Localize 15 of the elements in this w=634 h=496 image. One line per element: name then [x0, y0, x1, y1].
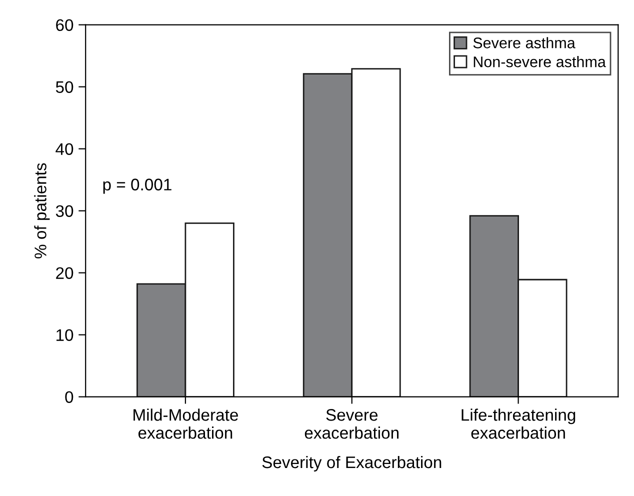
x-tick-label: Mild-Moderate exacerbation — [134, 408, 238, 439]
x-tick-label: Life-threatening exacerbation — [462, 408, 576, 439]
y-axis-title: % of patients — [34, 163, 50, 258]
y-tick-label: 0 — [65, 391, 74, 404]
legend-label: Non-severe asthma — [474, 56, 606, 68]
x-tick-label: Severe exacerbation — [304, 409, 399, 439]
y-tick-label: 10 — [56, 329, 74, 342]
y-tick-label: 60 — [56, 19, 74, 32]
annotation: p = 0.001 — [103, 178, 172, 194]
y-tick-label: 20 — [56, 267, 74, 280]
y-tick-label: 40 — [56, 143, 74, 156]
y-tick-label: 50 — [56, 81, 74, 94]
y-tick-label: 30 — [56, 205, 74, 218]
x-axis-title: Severity of Exacerbation — [262, 456, 442, 472]
legend-label: Severe asthma — [473, 37, 576, 48]
